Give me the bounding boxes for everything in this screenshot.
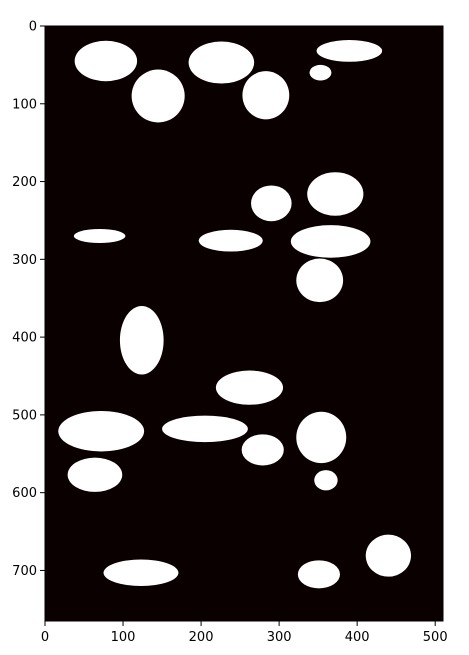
mask-region-13 — [119, 306, 164, 375]
mask-region-18 — [296, 411, 347, 464]
mask-region-1 — [74, 40, 138, 82]
mask-region-19 — [67, 457, 123, 492]
x-tick-label: 500 — [423, 630, 448, 645]
x-tick-label: 0 — [41, 630, 49, 645]
y-tick-label: 300 — [12, 253, 37, 268]
mask-region-11 — [290, 225, 371, 258]
y-axis: 0 100 200 300 400 500 600 700 — [12, 20, 45, 579]
y-tick-label: 500 — [12, 408, 37, 423]
mask-region-14 — [215, 370, 284, 405]
mask-region-6 — [309, 64, 332, 81]
y-tick-label: 400 — [12, 331, 37, 346]
mask-region-12 — [296, 258, 344, 303]
mask-region-2 — [131, 69, 185, 123]
mask-region-23 — [297, 560, 340, 589]
mask-region-5 — [316, 40, 383, 62]
mask-regions — [58, 40, 412, 589]
y-tick-label: 700 — [12, 564, 37, 579]
plot-background — [45, 26, 443, 621]
x-tick-label: 100 — [111, 630, 136, 645]
mask-region-7 — [251, 185, 292, 222]
x-axis: 0 100 200 300 400 500 — [41, 621, 448, 645]
plot-frame — [44, 25, 444, 622]
y-tick-label: 200 — [12, 175, 37, 190]
mask-region-3 — [188, 41, 255, 84]
y-tick-label: 100 — [12, 97, 37, 112]
mask-region-9 — [73, 229, 126, 243]
x-tick-label: 200 — [189, 630, 214, 645]
mask-region-17 — [241, 434, 284, 466]
mask-region-22 — [103, 559, 179, 586]
x-tick-label: 400 — [345, 630, 370, 645]
mask-region-8 — [307, 172, 364, 216]
y-tick-label: 0 — [29, 20, 37, 35]
x-tick-label: 300 — [267, 630, 292, 645]
mask-region-10 — [198, 229, 263, 252]
mask-region-21 — [365, 534, 412, 577]
y-tick-label: 600 — [12, 486, 37, 501]
mask-region-20 — [314, 470, 338, 491]
mask-region-15 — [58, 411, 145, 452]
mask-region-4 — [242, 71, 290, 120]
mask-region-16 — [162, 415, 248, 443]
plot-area — [44, 25, 444, 622]
